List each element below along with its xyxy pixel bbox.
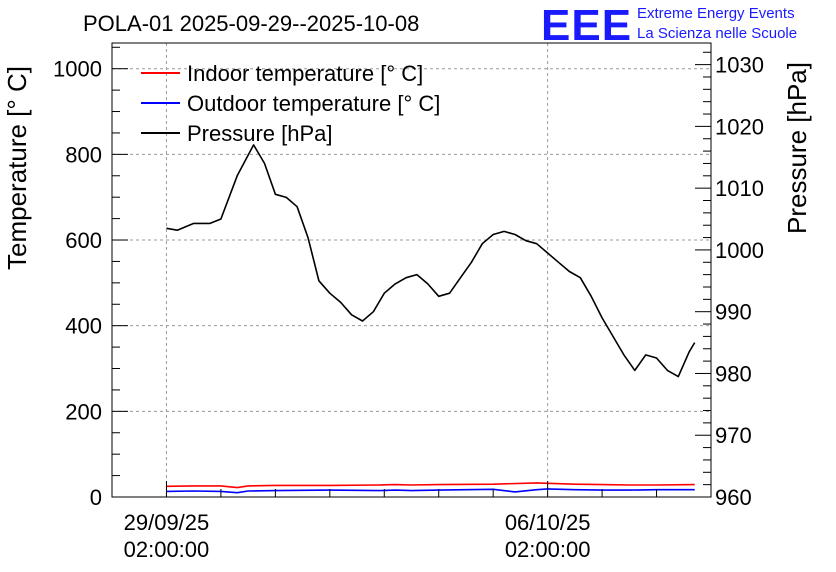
series-line-outdoor <box>166 488 695 494</box>
right-tick-label: 970 <box>715 423 752 448</box>
logo-line-1: Extreme Energy Events <box>637 5 795 22</box>
logo: EEE Extreme Energy Events La Scienza nel… <box>541 1 797 50</box>
left-tick-label: 200 <box>65 399 102 424</box>
x-tick-label-date: 06/10/25 <box>505 510 591 535</box>
plot-frame <box>111 42 712 498</box>
left-tick-label: 0 <box>90 485 102 510</box>
right-tick-label: 1030 <box>715 53 764 78</box>
left-axis-title: Temperature [° C] <box>2 66 32 270</box>
right-tick-label: 1010 <box>715 176 764 201</box>
chart-title: POLA-01 2025-09-29--2025-10-08 <box>83 11 419 36</box>
right-tick-label: 980 <box>715 361 752 386</box>
series-group <box>166 144 696 494</box>
right-tick-label: 960 <box>715 485 752 510</box>
right-axis: 960 970 980 990 1000 1010 1020 1030 <box>695 51 764 510</box>
legend-label: Outdoor temperature [° C] <box>187 91 440 116</box>
left-tick-label: 400 <box>65 314 102 339</box>
right-tick-label: 1020 <box>715 114 764 139</box>
x-tick-label-date: 29/09/25 <box>124 510 210 535</box>
right-axis-title: Pressure [hPa] <box>782 62 812 234</box>
legend-label: Pressure [hPa] <box>187 121 333 146</box>
legend-label: Indoor temperature [° C] <box>187 61 423 86</box>
series-line-indoor <box>166 482 695 489</box>
left-tick-label: 600 <box>65 228 102 253</box>
legend: Indoor temperature [° C] Outdoor temperat… <box>141 61 440 146</box>
grid <box>112 43 711 497</box>
right-tick-label: 990 <box>715 300 752 325</box>
left-axis: 0 200 400 600 800 1000 <box>53 46 128 510</box>
x-tick-label-time: 02:00:00 <box>505 537 591 562</box>
left-tick-label: 800 <box>65 142 102 167</box>
series-line-pressure <box>166 144 696 378</box>
right-tick-label: 1000 <box>715 238 764 263</box>
x-tick-label-time: 02:00:00 <box>124 537 210 562</box>
logo-line-2: La Scienza nelle Scuole <box>637 25 797 42</box>
left-tick-label: 1000 <box>53 57 102 82</box>
logo-letters: EEE <box>541 1 632 50</box>
